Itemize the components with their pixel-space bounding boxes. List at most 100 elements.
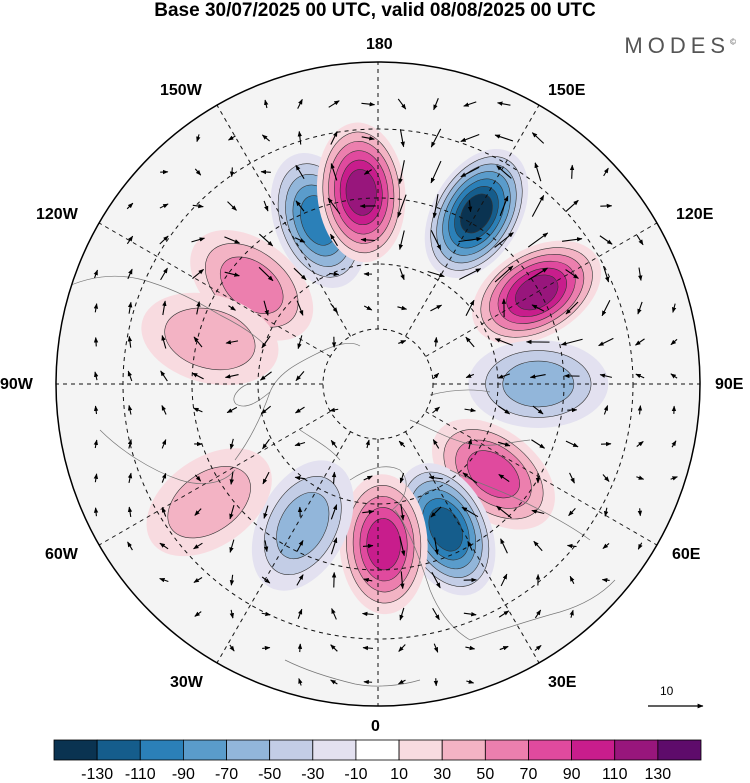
wind-vector-174: [399, 472, 405, 484]
wind-vector-25: [363, 169, 372, 175]
wind-vector-211: [500, 538, 508, 554]
wind-vector-105: [297, 335, 303, 350]
wind-vector-field: [93, 98, 678, 687]
wind-vector-9: [228, 135, 236, 141]
lon-label-150w: 150W: [160, 82, 202, 99]
wind-vector-58: [458, 236, 482, 243]
anomaly-11-level-1: [164, 307, 256, 371]
wind-vector-126: [529, 374, 546, 379]
wind-vector-6: [463, 101, 477, 107]
wind-vector-231: [229, 609, 234, 619]
wind-vector-199: [637, 508, 643, 517]
wind-vector-123: [432, 372, 440, 380]
wind-vector-183: [93, 507, 99, 517]
wind-vector-188: [263, 505, 269, 519]
wind-vector-66: [160, 267, 168, 281]
wind-vector-230: [194, 611, 202, 617]
wind-vector-114: [635, 338, 645, 346]
wind-vector-54: [329, 233, 339, 247]
wind-vector-31: [569, 164, 575, 179]
colorbar-tick-9: 50: [476, 766, 495, 783]
wind-vector-5: [433, 98, 439, 111]
wind-vector-192: [400, 503, 405, 521]
wind-vector-168: [194, 474, 202, 482]
wind-vector-140: [464, 407, 476, 413]
wind-vector-166: [127, 472, 133, 483]
wind-vector-243: [262, 645, 271, 651]
brand-mark: ©: [730, 37, 736, 47]
wind-vector-137: [295, 406, 305, 414]
wind-vector-45: [531, 194, 545, 217]
wind-vector-67: [192, 268, 204, 280]
wind-vector-176: [462, 472, 478, 484]
wind-vector-76: [494, 265, 514, 283]
wind-vector-229: [601, 577, 610, 583]
wind-vector-85: [228, 305, 236, 311]
wind-vector-237: [432, 607, 440, 621]
wind-vector-0: [264, 99, 269, 109]
wind-vector-201: [159, 542, 169, 550]
wind-vector-61: [561, 237, 583, 242]
wind-vector-83: [162, 300, 167, 316]
wind-vector-153: [294, 441, 306, 447]
wind-vector-128: [599, 373, 612, 378]
colorbar-tick-12: 110: [601, 766, 628, 783]
colorbar-tick-0: -130: [81, 766, 114, 783]
wind-vector-16: [460, 134, 480, 142]
wind-vector-212: [533, 540, 543, 552]
wind-vector-51: [224, 236, 241, 244]
wind-vector-69: [258, 266, 274, 282]
wind-vector-240: [534, 609, 542, 619]
wind-vector-27: [430, 160, 442, 184]
brand-logo: MODES©: [624, 33, 736, 59]
lon-label-120w: 120W: [36, 206, 78, 223]
map-boundary: [55, 61, 701, 707]
wind-vector-247: [398, 644, 406, 652]
wind-vector-182: [670, 476, 678, 481]
wind-vector-205: [296, 540, 304, 552]
wind-vector-219: [261, 576, 271, 584]
wind-vector-151: [229, 438, 235, 450]
wind-vector-71: [329, 271, 340, 277]
wind-vector-246: [362, 645, 374, 651]
wind-vector-131: [93, 405, 99, 415]
wind-vector-80: [638, 267, 643, 281]
wind-vector-96: [601, 299, 611, 317]
anomaly-8-level-4: [366, 518, 401, 571]
wind-vector-82: [127, 301, 133, 314]
wind-vector-11: [297, 130, 303, 145]
colorbar-tick-4: -50: [258, 766, 282, 783]
wind-vector-115: [670, 338, 678, 346]
wind-vector-12: [330, 131, 338, 145]
wind-vector-172: [331, 471, 337, 484]
wind-vector-200: [127, 541, 133, 551]
wind-vector-233: [297, 608, 303, 619]
wind-vector-206: [330, 537, 338, 555]
wind-vector-194: [461, 506, 479, 518]
wind-vector-224: [431, 571, 441, 589]
wind-vector-81: [93, 303, 99, 313]
wind-vector-214: [602, 543, 610, 549]
anomaly-9-level-2: [276, 492, 330, 560]
wind-vector-110: [494, 338, 513, 346]
wind-vector-155: [365, 439, 370, 449]
wind-vector-238: [463, 611, 477, 617]
wind-vector-77: [528, 267, 548, 281]
wind-vector-133: [161, 404, 167, 415]
wind-vector-24: [330, 163, 338, 181]
wind-vector-73: [399, 268, 405, 281]
wind-vector-89: [363, 305, 373, 311]
anomaly-6-level-3: [467, 450, 520, 499]
wind-vector-193: [430, 506, 442, 518]
wind-vector-257: [466, 679, 475, 684]
wind-vector-26: [398, 160, 405, 185]
wind-vector-241: [569, 609, 574, 618]
wind-vector-117: [127, 370, 133, 382]
wind-vector-210: [467, 540, 473, 551]
lon-label-60e: 60E: [672, 546, 701, 563]
wind-vector-138: [329, 407, 339, 413]
wind-vector-242: [229, 644, 235, 652]
wind-vector-144: [603, 405, 609, 415]
wind-vector-125: [497, 373, 510, 379]
colorbar-tick-8: 30: [433, 766, 452, 783]
